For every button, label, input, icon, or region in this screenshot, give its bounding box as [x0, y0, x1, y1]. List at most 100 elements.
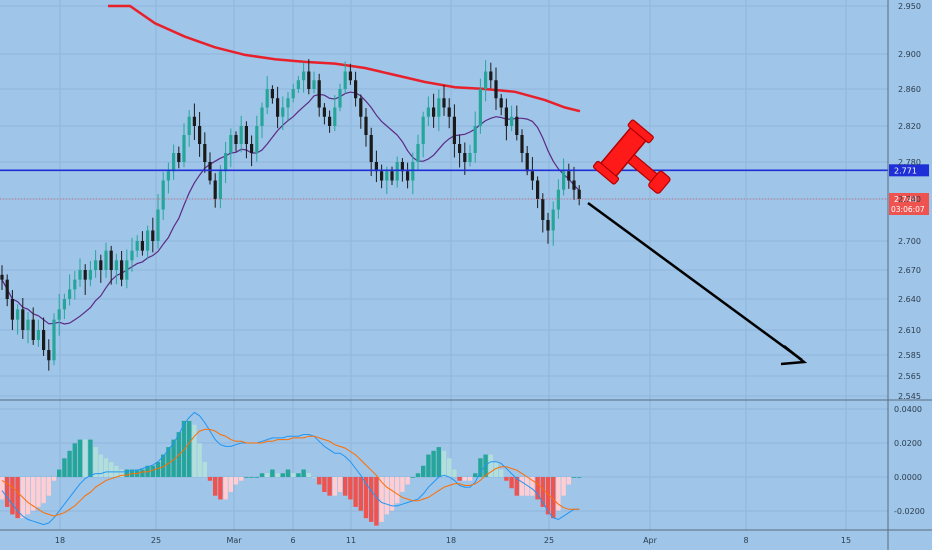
- candle-body: [151, 230, 155, 241]
- macd-histogram-bar: [311, 477, 317, 478]
- candle-body: [400, 162, 404, 172]
- macd-histogram-bar: [265, 473, 270, 477]
- macd-histogram-bar: [181, 420, 187, 477]
- macd-histogram-bar: [259, 473, 265, 477]
- macd-histogram-bar: [493, 462, 499, 477]
- macd-histogram-bar: [124, 469, 129, 477]
- candle-body: [322, 107, 326, 117]
- candle-body: [104, 250, 108, 270]
- macd-histogram-bar: [291, 473, 296, 477]
- macd-pane: [0, 411, 582, 526]
- x-tick-label: 15: [841, 536, 851, 545]
- candles: [0, 59, 581, 371]
- candle-body: [52, 319, 56, 361]
- x-tick-label: Mar: [226, 536, 242, 545]
- candle-body: [421, 116, 425, 144]
- candle-body: [442, 98, 446, 108]
- y-tick-label: 2.780: [898, 158, 921, 167]
- candle-body: [120, 260, 124, 280]
- macd-histogram-bar: [161, 454, 166, 477]
- macd-histogram-bar: [10, 477, 15, 515]
- macd-histogram-bar: [384, 477, 389, 515]
- macd-histogram-bar: [244, 477, 249, 478]
- candle-body: [99, 260, 103, 270]
- candle-body: [73, 279, 77, 290]
- y-tick-label: 2.545: [898, 392, 921, 401]
- gavel-head-cap: [592, 160, 620, 185]
- candle-body: [88, 270, 92, 280]
- candle-body: [26, 319, 30, 330]
- candle-body: [317, 80, 321, 108]
- macd-histogram-bar: [280, 473, 285, 477]
- candle-body: [265, 89, 269, 108]
- candle-body: [187, 116, 191, 135]
- macd-histogram-bar: [285, 469, 291, 477]
- macd-histogram-bar: [202, 462, 207, 477]
- macd-histogram-bar: [400, 477, 405, 492]
- candle-body: [250, 144, 254, 153]
- candle-body: [395, 162, 399, 181]
- last-price-tag: [889, 193, 929, 215]
- macd-histogram-bar: [296, 473, 301, 477]
- macd-histogram-bar: [109, 462, 114, 477]
- down-arrow-head: [780, 345, 808, 366]
- candle-body: [577, 189, 581, 199]
- x-tick-label: 8: [743, 536, 748, 545]
- candle-body: [276, 98, 280, 117]
- macd-histogram-bar: [306, 473, 311, 477]
- candle-body: [146, 230, 150, 251]
- candle-body: [354, 80, 358, 99]
- x-tick-label: 6: [290, 536, 295, 545]
- macd-histogram-bar: [478, 458, 483, 477]
- candle-body: [109, 250, 113, 270]
- y-tick-label: 2.950: [898, 2, 921, 11]
- macd-histogram-bar: [233, 477, 239, 485]
- countdown-label: 03:06:07: [891, 205, 925, 214]
- last-price-label: 2.740: [894, 195, 917, 204]
- candle-body: [478, 89, 482, 126]
- macd-histogram-bar: [103, 458, 109, 477]
- macd-histogram-bar: [348, 477, 353, 500]
- candle-body: [510, 116, 514, 126]
- macd-histogram-bar: [31, 477, 36, 511]
- macd-histogram-bar: [571, 477, 577, 478]
- macd-histogram-bar: [223, 477, 228, 500]
- candle-body: [281, 107, 285, 117]
- candle-body: [213, 180, 217, 199]
- macd-histogram-bar: [114, 465, 119, 477]
- macd-histogram-bar: [36, 477, 41, 507]
- candle-body: [203, 144, 207, 162]
- candle-body: [432, 107, 436, 117]
- macd-histogram-bar: [426, 454, 431, 477]
- macd-histogram-bar: [213, 477, 218, 496]
- macd-histogram-bar: [358, 477, 363, 511]
- candle-body: [198, 126, 202, 144]
- macd-histogram-bar: [405, 477, 410, 485]
- candle-body: [0, 274, 4, 280]
- candle-body: [374, 162, 378, 172]
- candle-body: [161, 180, 165, 210]
- support-price-tag: [889, 164, 929, 177]
- candle-body: [437, 98, 441, 117]
- x-tick-label: 18: [55, 536, 65, 545]
- candle-body: [10, 299, 14, 320]
- candle-body: [562, 171, 566, 190]
- macd-histogram-bar: [218, 477, 223, 500]
- candle-body: [78, 270, 82, 280]
- y-tick-label: 2.860: [898, 85, 921, 94]
- macd-histogram-bar: [98, 454, 103, 477]
- macd-histogram-bar: [540, 477, 545, 507]
- macd-histogram-bar: [166, 447, 171, 477]
- macd-histogram-bar: [93, 447, 98, 477]
- macd-histogram-bar: [415, 473, 421, 477]
- macd-histogram-bar: [249, 477, 254, 478]
- x-tick-label: 11: [346, 536, 356, 545]
- candle-body: [499, 98, 503, 108]
- candle-body: [260, 107, 264, 126]
- macd-y-tick-label: 0.0200: [894, 439, 922, 448]
- candle-body: [291, 89, 295, 99]
- macd-histogram-bar: [46, 477, 51, 496]
- candle-body: [572, 180, 576, 190]
